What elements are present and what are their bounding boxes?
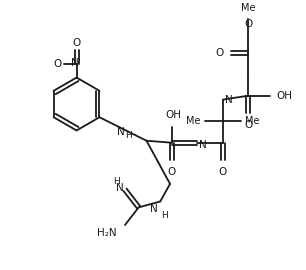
- Text: Me: Me: [241, 4, 256, 14]
- Text: H: H: [125, 131, 132, 140]
- Text: OH: OH: [165, 110, 181, 120]
- Text: Me: Me: [245, 116, 260, 126]
- Text: O: O: [73, 38, 81, 48]
- Text: N: N: [117, 127, 125, 137]
- Text: O: O: [168, 167, 176, 177]
- Text: N: N: [200, 140, 207, 150]
- Text: O: O: [244, 120, 252, 130]
- Text: N: N: [116, 183, 124, 193]
- Text: O: O: [244, 19, 252, 29]
- Text: H: H: [113, 177, 120, 186]
- Text: Me: Me: [186, 116, 200, 126]
- Text: H₂N: H₂N: [98, 228, 117, 238]
- Text: O: O: [54, 59, 62, 69]
- Text: H: H: [161, 211, 168, 220]
- Text: N: N: [150, 204, 157, 214]
- Text: N: N: [225, 94, 233, 104]
- Text: OH: OH: [277, 91, 293, 101]
- Text: O: O: [216, 48, 224, 58]
- Text: N: N: [71, 58, 79, 68]
- Text: O: O: [219, 167, 227, 177]
